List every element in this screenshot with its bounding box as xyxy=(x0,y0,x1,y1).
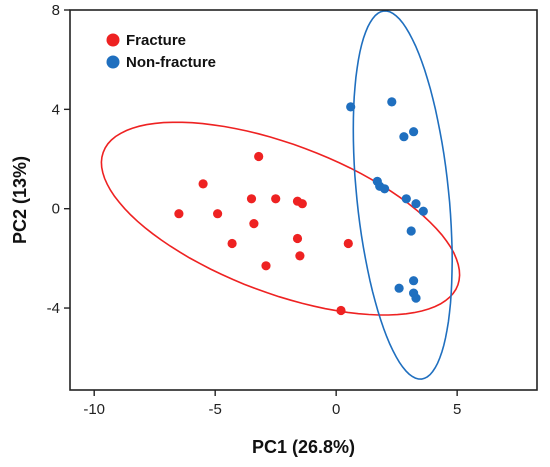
axis-ticks: -10 -5 0 5 8 4 0 -4 xyxy=(47,2,462,418)
point-fracture-13 xyxy=(295,251,305,261)
ellipse-non-fracture xyxy=(352,10,454,380)
y-axis-title: PC2 (13%) xyxy=(10,156,30,244)
point-fracture-4 xyxy=(227,238,237,249)
point-fracture-12 xyxy=(292,233,303,244)
point-non-fracture-11 xyxy=(406,226,416,236)
point-non-fracture-3 xyxy=(399,132,409,142)
ellipse-fracture xyxy=(100,121,461,316)
y-tick-label: 0 xyxy=(52,201,60,218)
point-fracture-2 xyxy=(198,179,208,189)
point-non-fracture-1 xyxy=(346,102,356,112)
y-tick-label: 8 xyxy=(52,2,60,19)
point-non-fracture-8 xyxy=(401,194,411,204)
point-fracture-14 xyxy=(343,238,353,249)
x-tick-label: 5 xyxy=(453,401,461,418)
point-fracture-11 xyxy=(297,199,307,209)
confidence-ellipses xyxy=(100,10,461,380)
point-fracture-3 xyxy=(213,209,223,219)
point-fracture-9 xyxy=(271,194,281,204)
point-non-fracture-15 xyxy=(411,293,421,303)
plot-frame xyxy=(69,9,538,391)
point-fracture-7 xyxy=(249,219,259,229)
point-fracture-8 xyxy=(261,261,271,271)
point-non-fracture-13 xyxy=(394,283,404,293)
legend-label-fracture: Fracture xyxy=(126,32,186,49)
x-tick-label: 0 xyxy=(332,401,340,418)
y-tick-label: -4 xyxy=(47,300,60,317)
legend-swatch-non-fracture xyxy=(106,55,120,69)
point-non-fracture-12 xyxy=(409,276,419,286)
point-fracture-15 xyxy=(336,305,346,316)
legend-swatch-fracture xyxy=(106,33,120,47)
point-fracture-6 xyxy=(246,194,257,204)
point-non-fracture-4 xyxy=(409,127,419,137)
point-fracture-5 xyxy=(254,151,264,162)
point-non-fracture-2 xyxy=(387,97,397,107)
legend-label-non-fracture: Non-fracture xyxy=(126,54,216,71)
x-tick-label: -10 xyxy=(83,401,105,418)
point-non-fracture-7 xyxy=(380,184,390,194)
legend: Fracture Non-fracture xyxy=(106,32,216,71)
point-fracture-1 xyxy=(174,209,184,219)
point-non-fracture-10 xyxy=(418,206,428,216)
y-tick-label: 4 xyxy=(52,101,60,118)
data-points xyxy=(174,97,428,316)
x-tick-label: -5 xyxy=(209,401,222,418)
x-axis-title: PC1 (26.8%) xyxy=(252,437,355,457)
point-non-fracture-9 xyxy=(411,199,421,209)
